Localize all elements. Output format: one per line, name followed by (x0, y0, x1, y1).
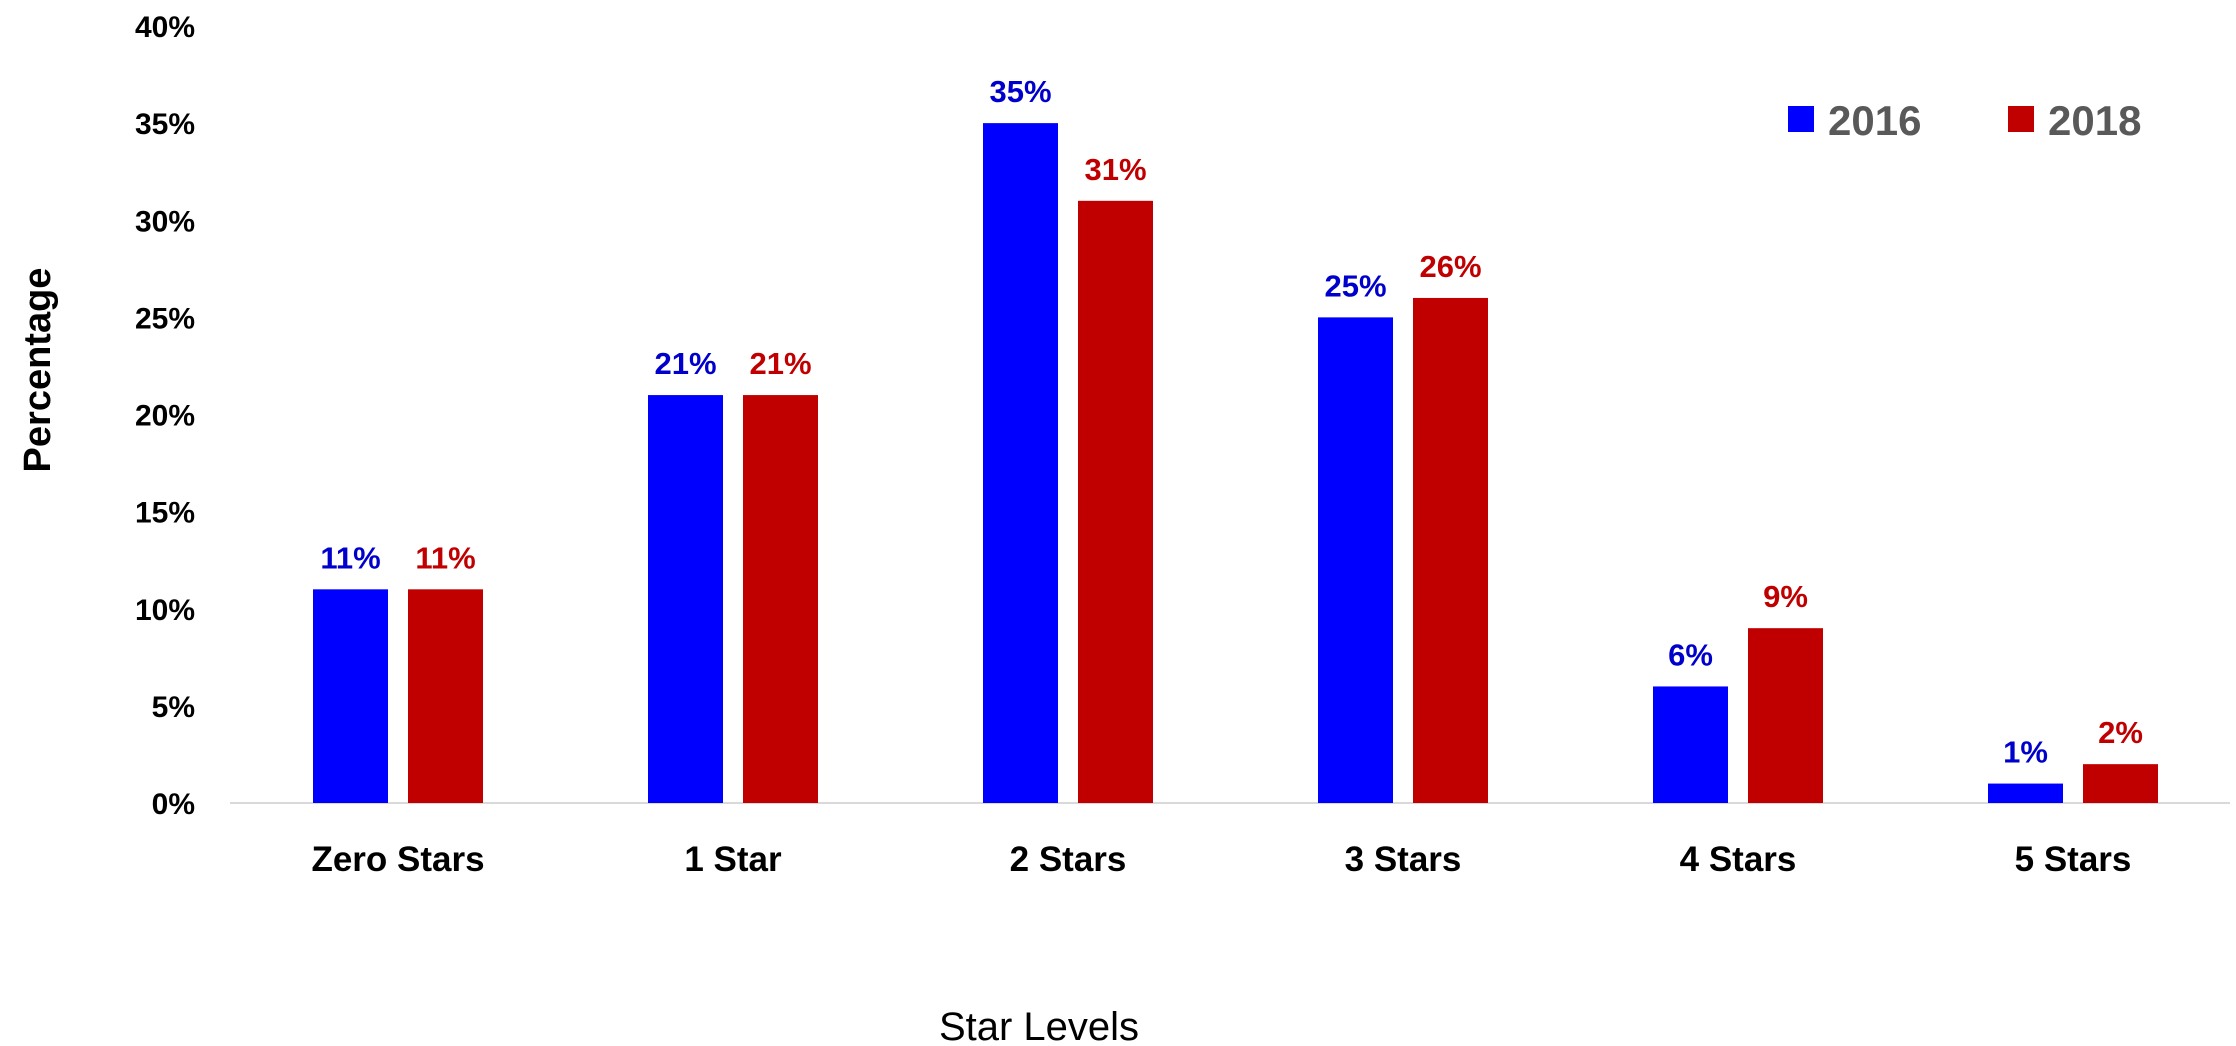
data-label: 31% (1084, 152, 1146, 187)
bar-2018-2 (1078, 200, 1153, 803)
legend-swatch-2018 (2008, 106, 2034, 132)
y-tick-label: 25% (135, 302, 195, 335)
bar-2018-4 (1748, 628, 1823, 803)
data-label: 9% (1763, 579, 1808, 614)
data-label: 2% (2098, 715, 2143, 750)
data-label: 11% (415, 540, 475, 575)
bar-2016-0 (313, 589, 388, 803)
bar-2016-4 (1653, 686, 1728, 803)
bar-2016-5 (1988, 783, 2063, 803)
data-labels-group: 11% 11% 21% 21% 35% 31% 25% 26% 6% 9% 1% 2% (320, 74, 2143, 769)
bar-2018-5 (2083, 764, 2158, 803)
data-label: 21% (654, 346, 716, 381)
legend-label-2016: 2016 (1828, 97, 1921, 144)
y-tick-label: 10% (135, 594, 195, 627)
data-label: 6% (1668, 637, 1713, 672)
y-axis-title: Percentage (17, 268, 59, 473)
data-label: 26% (1419, 249, 1481, 284)
bar-2018-0 (408, 589, 483, 803)
legend: 2016 2018 (1788, 97, 2141, 144)
category-labels: Zero Stars 1 Star 2 Stars 3 Stars 4 Stars 5 S… (311, 840, 2131, 879)
data-label: 25% (1324, 268, 1386, 303)
bar-2018-1 (743, 395, 818, 803)
y-tick-label: 15% (135, 497, 195, 530)
category-label: Zero Stars (311, 840, 484, 879)
data-label: 35% (989, 74, 1051, 109)
category-label: 3 Stars (1345, 840, 1462, 879)
y-axis-ticks: 0% 5% 10% 15% 20% 25% 30% 35% 40% (135, 11, 195, 821)
bar-2016-1 (648, 395, 723, 803)
category-label: 5 Stars (2015, 840, 2132, 879)
bar-2016-3 (1318, 317, 1393, 803)
y-tick-label: 35% (135, 108, 195, 141)
legend-swatch-2016 (1788, 106, 1814, 132)
bars-group (313, 123, 2158, 803)
category-label: 1 Star (684, 840, 782, 879)
data-label: 11% (320, 540, 380, 575)
legend-label-2018: 2018 (2048, 97, 2141, 144)
bar-2016-2 (983, 123, 1058, 803)
y-tick-label: 40% (135, 11, 195, 44)
y-tick-label: 30% (135, 205, 195, 238)
data-label: 1% (2003, 735, 2048, 770)
y-tick-label: 20% (135, 400, 195, 433)
category-label: 4 Stars (1680, 840, 1797, 879)
x-axis-title: Star Levels (939, 1005, 1139, 1046)
y-tick-label: 5% (152, 691, 195, 724)
bar-2018-3 (1413, 297, 1488, 803)
y-tick-label: 0% (152, 788, 195, 821)
data-label: 21% (749, 346, 811, 381)
category-label: 2 Stars (1010, 840, 1127, 879)
